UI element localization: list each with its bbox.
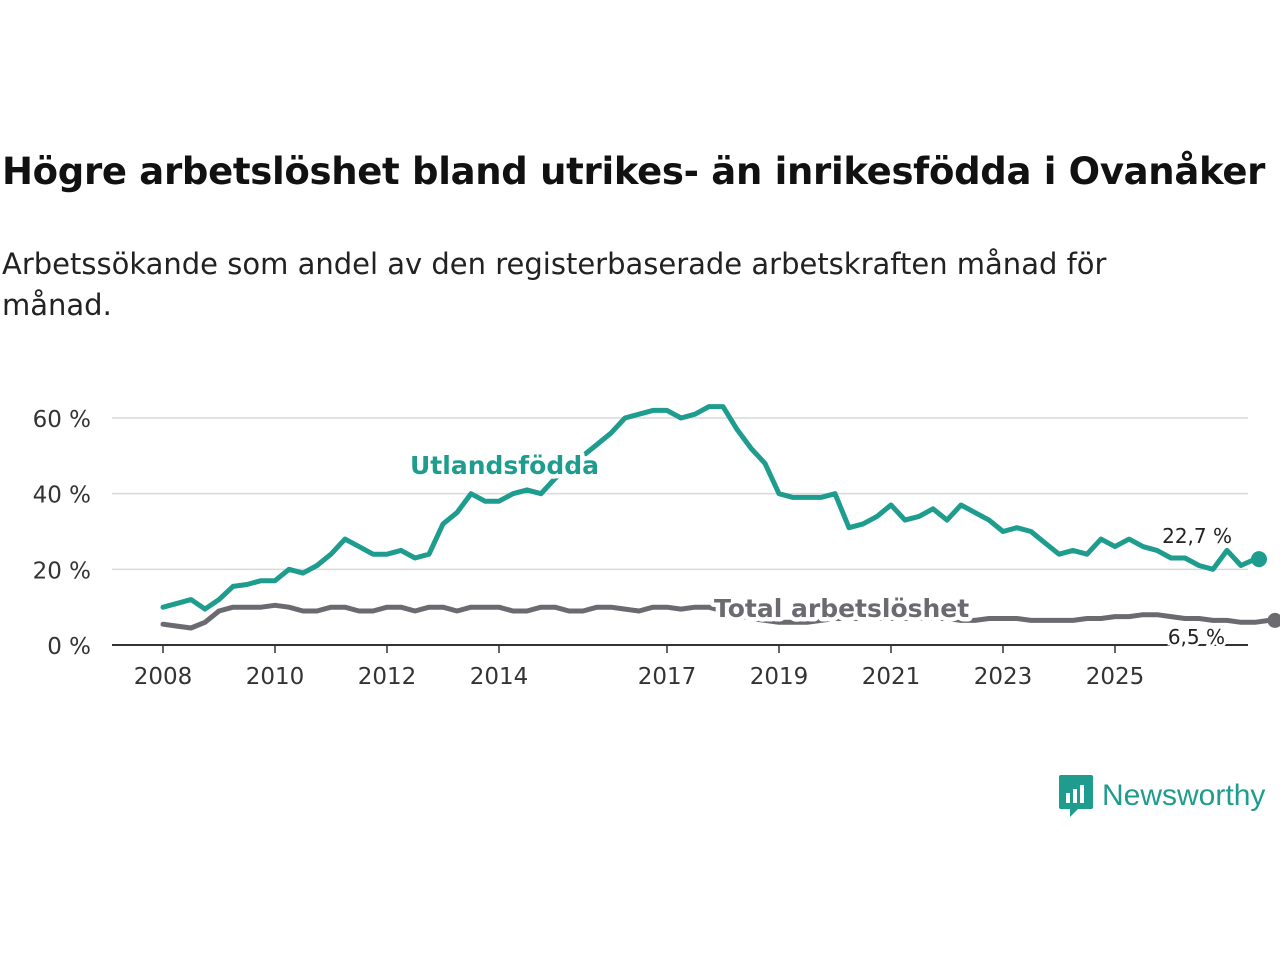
chart-subtitle: Arbetssökande som andel av den registerb… [2, 247, 1107, 322]
chart-title: Högre arbetslöshet bland utrikes- än inr… [2, 150, 1266, 193]
series-lines [160, 404, 1272, 631]
total-arbetsloshet-series-label: Total arbetslöshet [714, 594, 969, 623]
y-tick-label: 40 % [33, 483, 91, 509]
utlandsfodda-end-value: 22,7 % [1162, 524, 1232, 548]
utlandsfodda-line [160, 404, 1258, 612]
gridlines [112, 417, 1248, 571]
x-tick-label: 2025 [1086, 664, 1145, 690]
y-axis: 0 % 20 % 40 % 60 % [33, 407, 91, 660]
newsworthy-logo-icon [1059, 775, 1093, 817]
y-tick-label: 20 % [33, 558, 91, 584]
x-tick-label: 2010 [246, 664, 305, 690]
x-tick-label: 2008 [134, 664, 193, 690]
x-tick-label: 2023 [974, 664, 1033, 690]
total-end-dot [1267, 612, 1280, 628]
x-tick-label: 2019 [750, 664, 809, 690]
x-tick-label: 2012 [358, 664, 417, 690]
utlandsfodda-end-dot [1251, 551, 1267, 568]
x-tick-label: 2014 [470, 664, 529, 690]
utlandsfodda-series-label: Utlandsfödda [410, 451, 599, 480]
x-axis: 2008 2010 2012 2014 2017 2019 2021 2023 2025 [112, 644, 1248, 690]
y-tick-label: 60 % [33, 407, 91, 433]
total-arbetsloshet-line [160, 602, 1272, 631]
series-labels: Utlandsfödda Total arbetslöshet 22,7 % 6,5 … [406, 447, 1280, 652]
total-end-value: 6,5 % [1168, 625, 1225, 649]
y-tick-label: 0 % [47, 634, 91, 660]
x-tick-label: 2021 [862, 664, 921, 690]
newsworthy-logo: Newsworthy [1058, 774, 1265, 818]
x-tick-label: 2017 [638, 664, 697, 690]
newsworthy-logo-text: Newsworthy [1102, 779, 1266, 812]
line-chart: 0 % 20 % 40 % 60 % 2008 2010 2012 2014 2017 2019… [33, 404, 1280, 690]
